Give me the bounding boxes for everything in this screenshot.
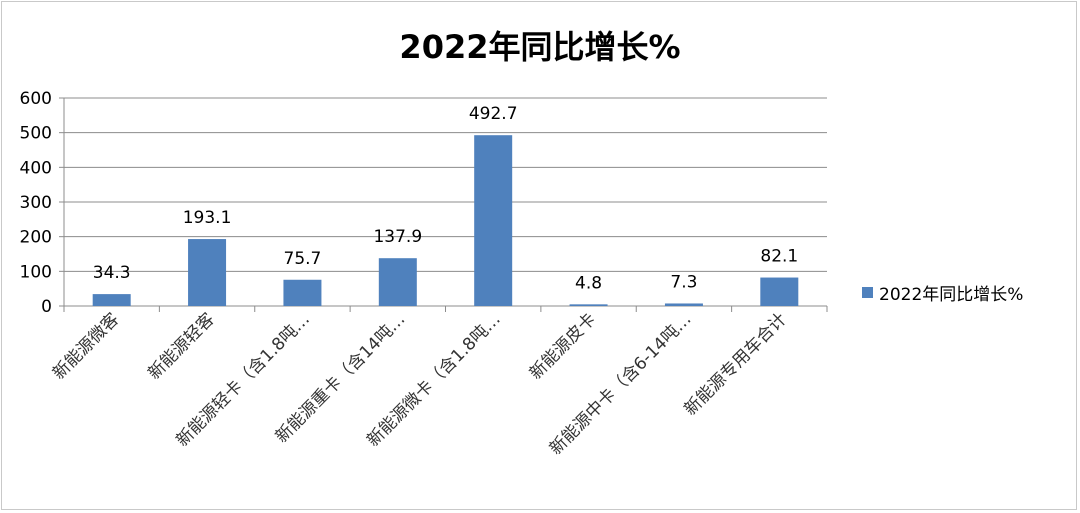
y-tick-label: 0 bbox=[41, 297, 52, 317]
y-tick-label: 200 bbox=[20, 228, 52, 248]
y-tick-label: 500 bbox=[20, 124, 52, 144]
data-label: 34.3 bbox=[93, 263, 131, 283]
bar bbox=[378, 258, 417, 306]
data-label: 4.8 bbox=[575, 273, 602, 293]
y-tick-label: 100 bbox=[20, 262, 52, 282]
bar bbox=[760, 277, 799, 306]
x-tick-label: 新能源微客 bbox=[49, 309, 123, 383]
x-tick-label: 新能源皮卡 bbox=[526, 309, 600, 383]
y-tick-label: 400 bbox=[20, 158, 52, 178]
data-label: 492.7 bbox=[469, 104, 518, 124]
data-label: 75.7 bbox=[284, 249, 322, 269]
bar bbox=[664, 303, 703, 306]
bar bbox=[283, 279, 322, 306]
legend-label: 2022年同比增长% bbox=[879, 285, 1024, 305]
chart-legend: 2022年同比增长% bbox=[862, 280, 1023, 305]
bar bbox=[188, 239, 227, 306]
data-label: 137.9 bbox=[373, 227, 422, 247]
chart-title: 2022年同比增长% bbox=[399, 28, 681, 66]
data-label: 82.1 bbox=[760, 247, 798, 267]
x-tick-label: 新能源专用车合计 bbox=[681, 309, 791, 419]
data-label: 7.3 bbox=[670, 272, 697, 292]
bar bbox=[92, 294, 131, 306]
x-tick-label: 新能源轻客 bbox=[144, 309, 218, 383]
y-tick-label: 600 bbox=[20, 89, 52, 109]
bar bbox=[569, 304, 608, 306]
data-label: 193.1 bbox=[183, 208, 232, 228]
bar bbox=[474, 135, 513, 306]
y-tick-label: 300 bbox=[20, 193, 52, 213]
legend-swatch bbox=[862, 287, 873, 298]
